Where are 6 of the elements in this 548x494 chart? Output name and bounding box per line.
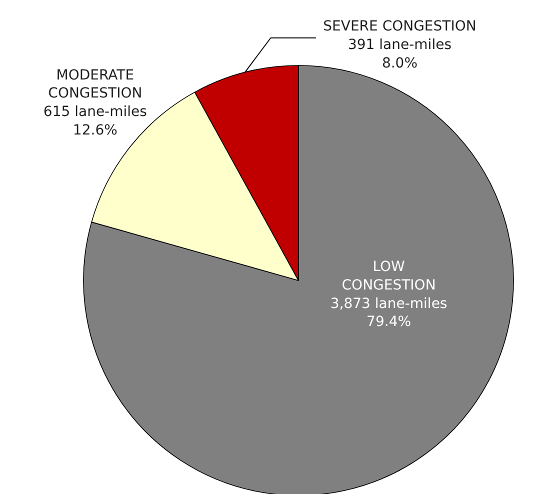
slice-label: LOW CONGESTION (342, 259, 436, 294)
data-label: 391 lane-miles 8.0% (348, 36, 452, 72)
slice-label: MODERATE CONGESTION (48, 67, 142, 102)
slice-label: SEVERE CONGESTION (323, 18, 476, 35)
data-label: 3,873 lane-miles 79.4% (330, 296, 448, 330)
data-label: 615 lane-miles 12.6% (43, 104, 147, 138)
